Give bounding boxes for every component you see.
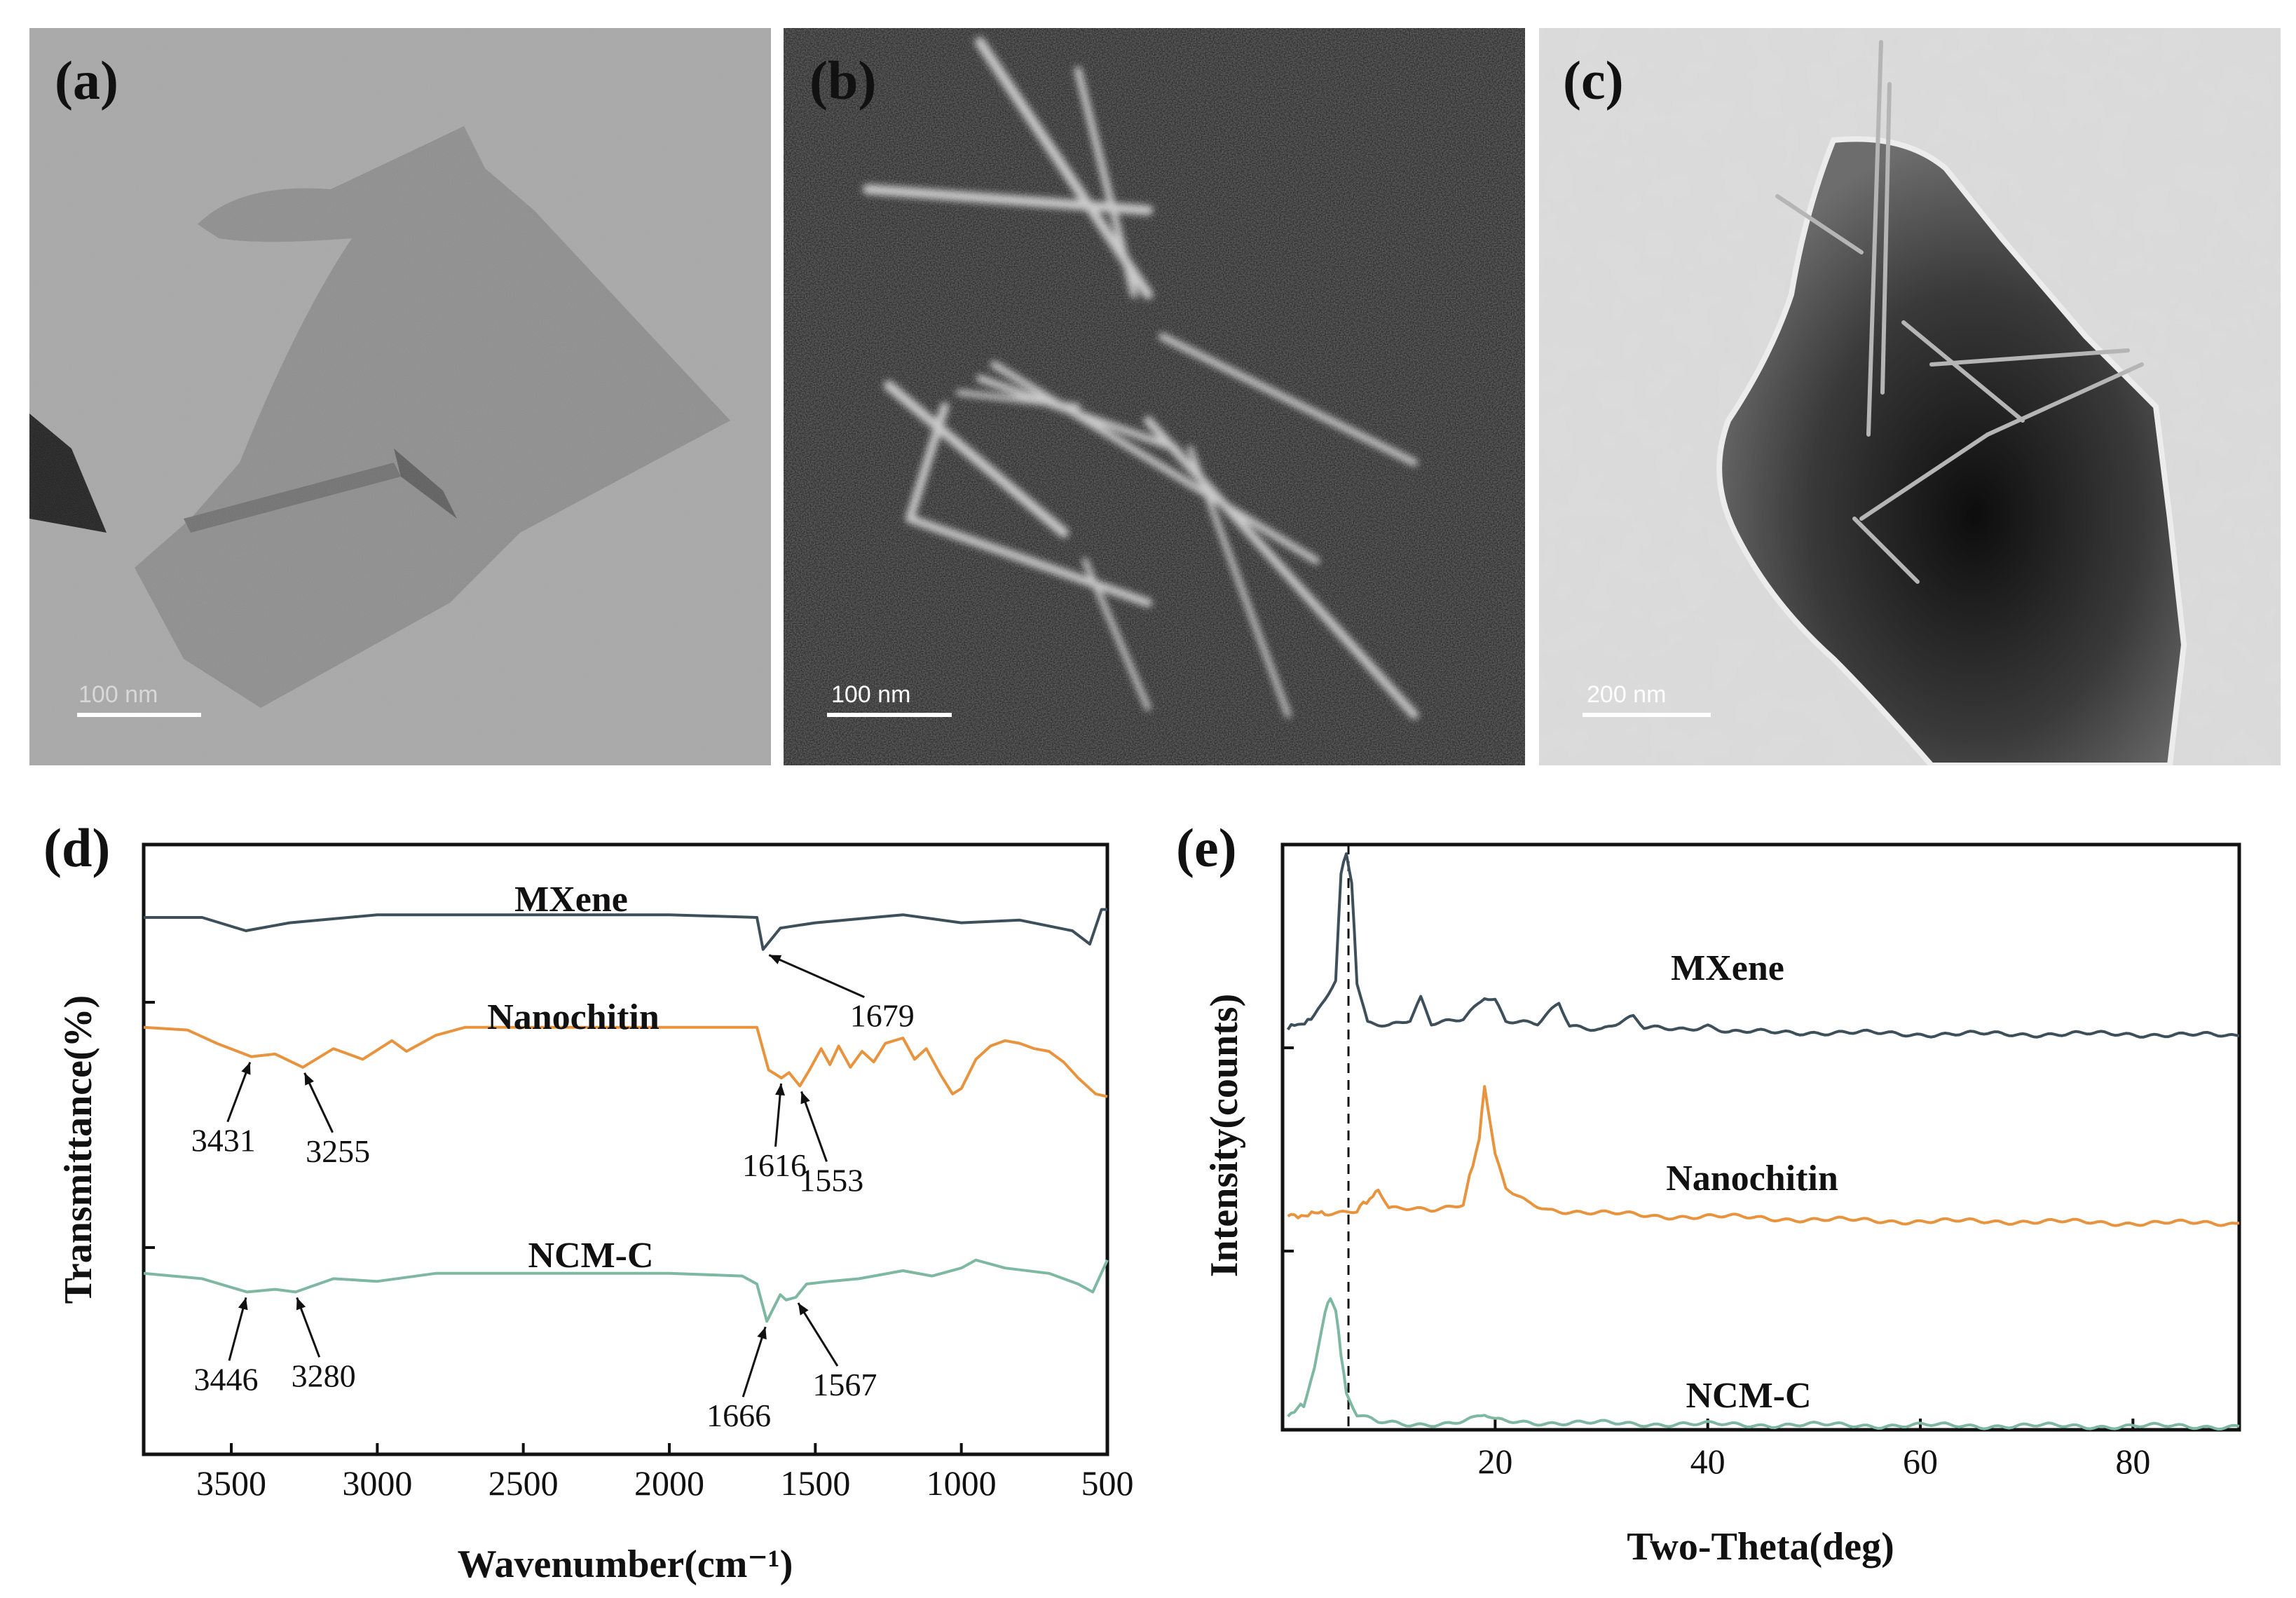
annotation-arrowhead — [241, 1062, 251, 1075]
micrograph-b-image: 100 nm — [784, 28, 1525, 765]
ftir-series: MXene Nanochitin NCM-C — [143, 880, 1109, 1323]
xrd-x-tick-label: 40 — [1690, 1442, 1726, 1481]
xrd-x-tick-label: 60 — [1903, 1442, 1938, 1481]
ftir-x-tick-label: 3500 — [196, 1463, 266, 1503]
xrd-series-line-ncm-c — [1287, 1297, 2240, 1431]
ftir-x-tick-label: 2000 — [634, 1463, 704, 1503]
annotation-arrowhead — [238, 1297, 248, 1311]
ftir-x-axis-label: Wavenumber(cm⁻¹) — [458, 1543, 793, 1586]
xrd-x-ticks: 20 40 60 80 — [1283, 1046, 2150, 1481]
panel-d-label: (d) — [43, 817, 111, 878]
xrd-x-axis-label: Two-Theta(deg) — [1627, 1525, 1894, 1569]
annotation-arrowhead — [798, 1303, 809, 1316]
ftir-x-tick-label: 2500 — [488, 1463, 559, 1503]
ftir-y-axis-label: Transmittance(%) — [57, 995, 100, 1304]
micrograph-c: 200 nm — [1539, 28, 2281, 765]
ftir-series-label: Nanochitin — [487, 997, 660, 1037]
annotation-arrow — [800, 1091, 828, 1162]
ftir-peak-annotation: 3446 — [194, 1361, 259, 1397]
annotation-arrow — [768, 954, 865, 998]
annotation-arrowhead — [775, 1084, 786, 1096]
ftir-series-line-nanochitin — [143, 1025, 1108, 1098]
scale-bar-c-label: 200 nm — [1587, 681, 1666, 708]
micrograph-a-image: 100 nm — [29, 28, 771, 765]
xrd-y-axis-label: Intensity(counts) — [1203, 994, 1246, 1277]
xrd-series-label: NCM-C — [1686, 1376, 1811, 1416]
ftir-series-line-mxene — [144, 908, 1107, 951]
ftir-series-line-ncm-c — [143, 1258, 1109, 1323]
ftir-series-label: MXene — [514, 880, 628, 920]
ftir-peak-annotation: 1679 — [850, 998, 915, 1034]
ftir-chart: 3500 3000 2500 2000 1500 1000 500 MXene Nanochi… — [57, 842, 1134, 1586]
ftir-peak-annotation: 1616 — [742, 1147, 807, 1183]
ftir-x-tick-label: 1500 — [780, 1463, 850, 1503]
xrd-x-tick-label: 80 — [2115, 1442, 2150, 1481]
annotation-arrowhead — [304, 1072, 314, 1086]
xrd-series-line-mxene — [1286, 852, 2240, 1039]
scale-bar-b-label: 100 nm — [831, 681, 910, 708]
annotation-arrowhead — [800, 1091, 810, 1105]
ftir-peak-annotation: 3431 — [191, 1123, 256, 1159]
ftir-x-ticks: 3500 3000 2500 2000 1500 1000 500 — [144, 1001, 1134, 1503]
annotation-arrow — [742, 1326, 767, 1398]
ftir-peak-annotation: 1553 — [799, 1162, 863, 1198]
annotation-arrowhead — [296, 1297, 306, 1311]
panel-e-label: (e) — [1176, 817, 1237, 878]
micrograph-c-image: 200 nm — [1539, 28, 2281, 765]
ftir-x-tick-label: 3000 — [342, 1463, 412, 1503]
micrograph-b: 100 nm — [784, 28, 1525, 765]
xrd-chart: 20 40 60 80 MXene Nanochitin NCM-C Two-Theta(… — [1203, 842, 2241, 1569]
ftir-peak-annotation: 3255 — [306, 1133, 370, 1169]
panel-a-label: (a) — [55, 50, 118, 111]
micrograph-a: 100 nm — [29, 28, 771, 765]
xrd-series-label: MXene — [1671, 948, 1784, 988]
ftir-peak-annotation: 1666 — [706, 1398, 771, 1433]
xrd-series-line-nanochitin — [1287, 1085, 2240, 1227]
panel-c-label: (c) — [1563, 50, 1624, 111]
xrd-series: MXene Nanochitin NCM-C — [1286, 852, 2240, 1431]
ftir-plot-frame — [142, 842, 1109, 1456]
annotation-arrowhead — [769, 955, 782, 964]
ftir-series-label: NCM-C — [528, 1236, 653, 1276]
xrd-x-tick-label: 20 — [1477, 1442, 1512, 1481]
xrd-plot-frame — [1280, 842, 2241, 1432]
ftir-peak-annotation: 3280 — [292, 1358, 356, 1393]
ftir-peak-annotation: 1567 — [812, 1367, 877, 1402]
panel-b-label: (b) — [809, 50, 877, 111]
annotation-arrow — [797, 1302, 839, 1367]
xrd-series-label: Nanochitin — [1666, 1159, 1838, 1198]
annotation-arrowhead — [757, 1327, 767, 1340]
ftir-x-tick-label: 500 — [1081, 1463, 1134, 1503]
ftir-x-tick-label: 1000 — [927, 1463, 997, 1503]
scale-bar-a-label: 100 nm — [78, 681, 158, 708]
